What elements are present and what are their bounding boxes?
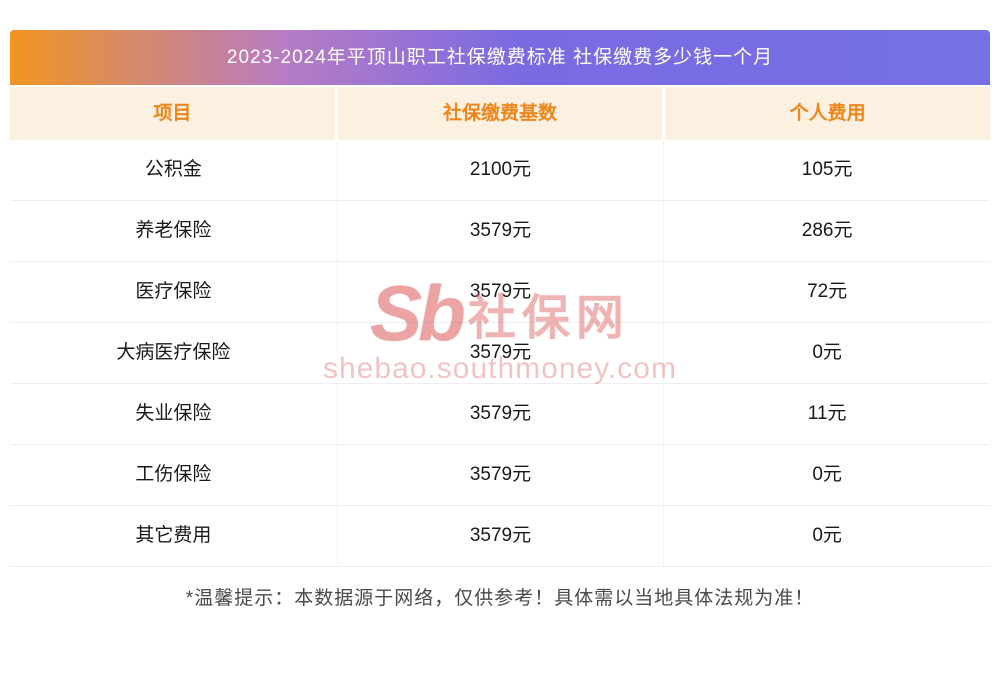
table-cell: 0元 — [663, 445, 990, 505]
table-cell: 工伤保险 — [135, 464, 212, 485]
column-header-project: 项目 — [10, 87, 335, 140]
table-cell: 失业保险 — [135, 403, 212, 424]
table-cell: 286元 — [663, 201, 990, 261]
table-cell: 大病医疗保险 — [116, 342, 231, 363]
column-header-base: 社保缴费基数 — [337, 87, 663, 140]
table-header-row: 项目 社保缴费基数 个人费用 — [10, 87, 990, 140]
column-header-personal-fee: 个人费用 — [665, 87, 990, 140]
table-cell: 3579元 — [336, 323, 664, 383]
table-cell: 养老保险 — [135, 220, 212, 241]
table-cell: 72元 — [663, 262, 990, 322]
table-cell: 2100元 — [336, 140, 664, 200]
table-row: 失业保险 3579元 11元 — [10, 384, 990, 445]
table-cell: 0元 — [663, 506, 990, 566]
table-row: 养老保险 3579元 286元 — [10, 201, 990, 262]
table-cell: 3579元 — [336, 506, 664, 566]
table-cell: 3579元 — [336, 262, 664, 322]
table-cell: 3579元 — [336, 384, 664, 444]
content-area: 2023-2024年平顶山职工社保缴费标准 社保缴费多少钱一个月 项目 社保缴费… — [10, 30, 990, 610]
page-title: 2023-2024年平顶山职工社保缴费标准 社保缴费多少钱一个月 — [226, 47, 774, 68]
title-bar: 2023-2024年平顶山职工社保缴费标准 社保缴费多少钱一个月 — [10, 30, 990, 85]
table-row: 其它费用 3579元 0元 — [10, 506, 990, 567]
table-cell: 105元 — [663, 140, 990, 200]
footer-note: *温馨提示：本数据源于网络，仅供参考！具体需以当地具体法规为准！ — [185, 588, 815, 609]
table-cell: 其它费用 — [135, 525, 212, 546]
table-cell: 3579元 — [336, 201, 664, 261]
table-row: 医疗保险 3579元 72元 — [10, 262, 990, 323]
table-body: 公积金 2100元 105元 养老保险 3579元 286元 医疗保险 3579元 72元 大病医… — [10, 140, 990, 567]
table-cell: 0元 — [663, 323, 990, 383]
table-cell: 医疗保险 — [135, 281, 212, 302]
table-cell: 公积金 — [144, 159, 202, 180]
table-row: 大病医疗保险 3579元 0元 — [10, 323, 990, 384]
table-cell: 3579元 — [336, 445, 664, 505]
table-cell: 11元 — [663, 384, 990, 444]
table-row: 公积金 2100元 105元 — [10, 140, 990, 201]
table-row: 工伤保险 3579元 0元 — [10, 445, 990, 506]
